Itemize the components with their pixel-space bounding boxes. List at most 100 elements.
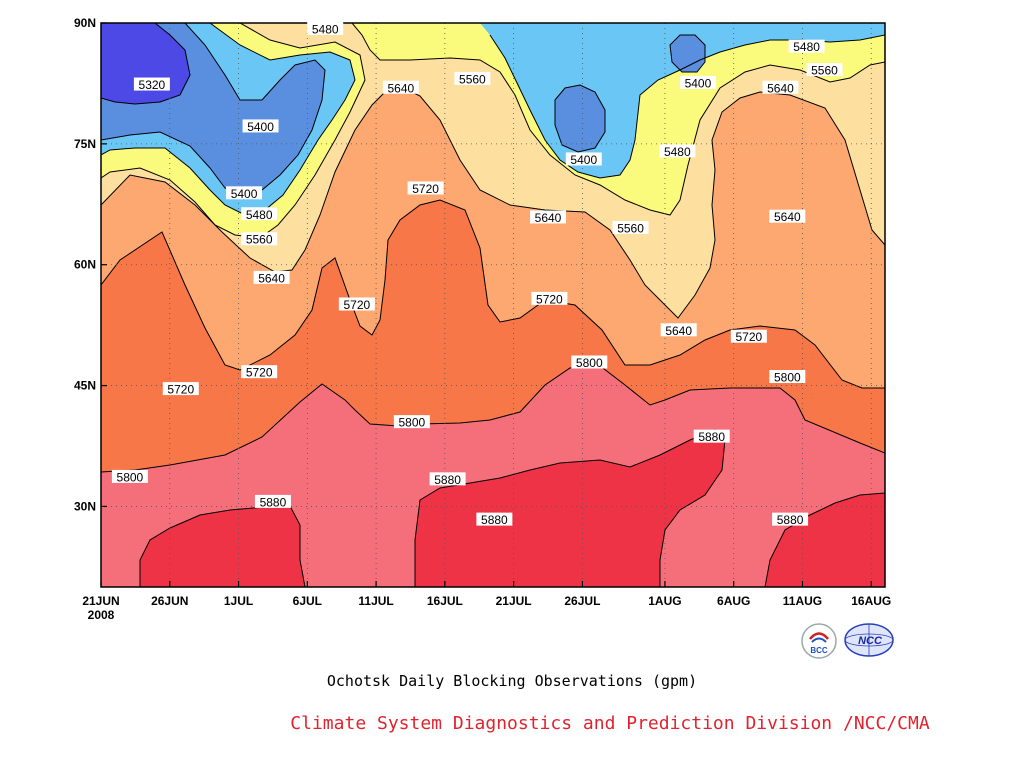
contour-label: 5400 — [570, 153, 597, 167]
y-tick-label: 60N — [74, 258, 96, 272]
contour-label: 5640 — [535, 211, 562, 225]
ncc-logo-text: NCC — [858, 635, 883, 647]
contour-label-box — [565, 152, 602, 166]
x-tick-label: 21JUL — [496, 594, 532, 608]
x-tick-label: 16AUG — [851, 594, 891, 608]
bcc-logo-text: BCC — [810, 646, 828, 655]
contour-label-box — [254, 494, 291, 508]
contour-label: 5400 — [685, 76, 712, 90]
contour-label-box — [679, 75, 716, 89]
contour-label-box — [769, 209, 806, 223]
contour-line-5320 — [101, 23, 191, 105]
contour-label: 5560 — [246, 233, 273, 247]
x-tick-label: 11AUG — [783, 594, 822, 608]
y-tick-label: 75N — [74, 137, 96, 151]
contour-line-5560-b — [101, 23, 366, 239]
contour-fill-layer — [101, 23, 885, 587]
x-tick-label: 11JUL — [358, 594, 393, 608]
contour-label: 5640 — [767, 81, 794, 95]
contour-label-box — [226, 186, 263, 200]
contour-label-box — [769, 370, 806, 384]
contour-label-box — [253, 270, 290, 284]
x-year-label: 2008 — [88, 608, 115, 622]
contour-label: 5800 — [398, 416, 425, 430]
contour-label: 5720 — [735, 330, 762, 344]
contour-line-5400 — [101, 23, 326, 196]
contour-line-5720 — [101, 199, 885, 389]
contour-label: 5880 — [777, 513, 804, 527]
contour-label-box — [612, 220, 649, 234]
contour-label-box — [111, 469, 148, 483]
contour-label-box — [762, 80, 799, 94]
contour-label: 5800 — [117, 470, 144, 484]
grid — [101, 23, 885, 587]
x-tick-label: 1JUL — [224, 594, 253, 608]
contour-label: 5480 — [246, 208, 273, 222]
y-tick-label: 90N — [74, 16, 96, 30]
chart-subtitle: Climate System Diagnostics and Predictio… — [290, 713, 930, 734]
contour-line-5880-a — [139, 505, 306, 587]
contour-line-5400-c — [669, 34, 706, 73]
contour-label: 5560 — [459, 72, 486, 86]
contour-label-box — [241, 232, 278, 246]
contour-label: 5400 — [247, 120, 274, 134]
contour-labels: 5480 5320 5400 5640 5560 5400 5400 5480 5560 5640… — [111, 21, 843, 527]
contour-label-box — [429, 472, 466, 486]
contour-label-box — [660, 323, 697, 337]
contour-label-box — [382, 80, 419, 94]
contour-label-box — [162, 382, 199, 396]
contour-label: 5880 — [434, 473, 461, 487]
y-tick-label: 45N — [74, 379, 96, 393]
contour-line-5480-b — [489, 34, 885, 179]
contour-line-5880-b — [414, 429, 726, 587]
band-5320-5400 — [101, 23, 705, 195]
contour-label: 5320 — [139, 78, 166, 92]
contour-label-box — [338, 297, 375, 311]
contour-label-box — [806, 63, 843, 77]
band-above-5880 — [140, 430, 885, 587]
contour-label: 5880 — [260, 495, 287, 509]
chart-title: Ochotsk Daily Blocking Observations (gpm… — [326, 672, 698, 690]
contour-line-5560 — [351, 23, 885, 216]
contour-label: 5400 — [231, 187, 258, 201]
contour-label: 5720 — [167, 383, 194, 397]
contour-label-box — [242, 119, 279, 133]
contour-label-box — [407, 181, 444, 195]
contour-label: 5640 — [387, 81, 414, 95]
contour-label: 5800 — [576, 356, 603, 370]
contour-label-box — [772, 512, 809, 526]
contour-label: 5880 — [698, 430, 725, 444]
contour-line-5480 — [101, 23, 356, 216]
contour-label-box — [659, 144, 696, 158]
ncc-logo: NCC — [843, 622, 895, 658]
contour-label: 5800 — [774, 371, 801, 385]
contour-label-box — [241, 207, 278, 221]
contour-label-box — [476, 512, 513, 526]
contour-label-box — [788, 39, 825, 53]
contour-line-5800 — [101, 361, 885, 473]
contour-label: 5720 — [412, 182, 439, 196]
x-tick-label: 16JUL — [427, 594, 463, 608]
contour-label: 5640 — [665, 324, 692, 338]
contour-label: 5720 — [536, 292, 563, 306]
axis-ticks: 21JUN 26JUN 1JUL 6JUL 11JUL 16JUL 21JUL 26JUL 1A… — [74, 16, 891, 622]
x-tick-label: 21JUN — [82, 594, 119, 608]
bcc-logo: BCC — [800, 622, 838, 660]
contour-label-box — [530, 210, 567, 224]
contour-label: 5720 — [246, 366, 273, 380]
contour-label: 5720 — [343, 298, 370, 312]
x-tick-label: 26JUN — [151, 594, 188, 608]
plot-frame — [100, 22, 886, 588]
contour-label-box — [693, 429, 730, 443]
contour-label-box — [133, 77, 170, 91]
contour-label: 5480 — [664, 145, 691, 159]
contour-label: 5480 — [312, 22, 339, 36]
contour-label-box — [307, 21, 344, 35]
contour-label-box — [393, 415, 430, 429]
contour-label: 5880 — [481, 513, 508, 527]
contour-label-box — [730, 329, 767, 343]
contour-label: 5640 — [774, 210, 801, 224]
contour-label: 5560 — [617, 221, 644, 235]
x-tick-label: 26JUL — [564, 594, 600, 608]
